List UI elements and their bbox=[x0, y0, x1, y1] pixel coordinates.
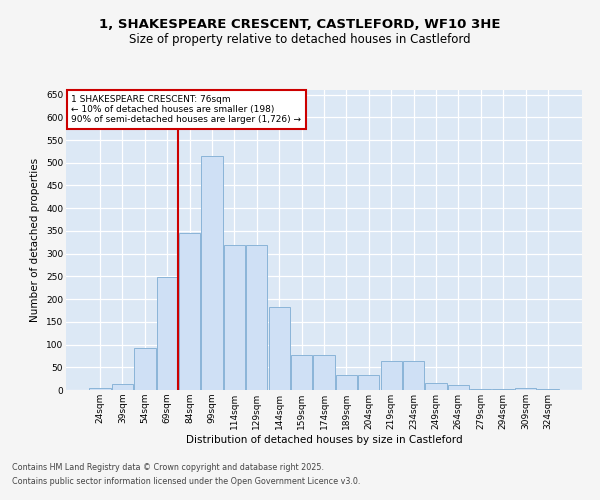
Bar bbox=[202, 156, 223, 390]
Bar bbox=[269, 307, 290, 390]
Bar bbox=[493, 388, 514, 390]
Bar bbox=[403, 362, 424, 390]
Text: Size of property relative to detached houses in Castleford: Size of property relative to detached ho… bbox=[129, 32, 471, 46]
Bar bbox=[224, 244, 245, 390]
Text: 1, SHAKESPEARE CRESCENT, CASTLEFORD, WF10 3HE: 1, SHAKESPEARE CRESCENT, CASTLEFORD, WF1… bbox=[99, 18, 501, 30]
Bar bbox=[89, 388, 111, 390]
Bar bbox=[134, 348, 155, 390]
Bar bbox=[537, 388, 559, 390]
Text: 1 SHAKESPEARE CRESCENT: 76sqm
← 10% of detached houses are smaller (198)
90% of : 1 SHAKESPEARE CRESCENT: 76sqm ← 10% of d… bbox=[71, 94, 301, 124]
Text: Contains HM Land Registry data © Crown copyright and database right 2025.: Contains HM Land Registry data © Crown c… bbox=[12, 464, 324, 472]
Bar bbox=[157, 278, 178, 390]
Bar bbox=[179, 233, 200, 390]
Y-axis label: Number of detached properties: Number of detached properties bbox=[31, 158, 40, 322]
Bar bbox=[515, 388, 536, 390]
Bar bbox=[380, 362, 402, 390]
Bar bbox=[470, 388, 491, 390]
Bar bbox=[291, 354, 312, 390]
Text: Contains public sector information licensed under the Open Government Licence v3: Contains public sector information licen… bbox=[12, 477, 361, 486]
Bar bbox=[313, 354, 335, 390]
Bar bbox=[425, 383, 446, 390]
Bar bbox=[358, 376, 379, 390]
X-axis label: Distribution of detached houses by size in Castleford: Distribution of detached houses by size … bbox=[185, 434, 463, 444]
Bar bbox=[448, 386, 469, 390]
Bar bbox=[246, 244, 268, 390]
Bar bbox=[336, 376, 357, 390]
Bar bbox=[112, 384, 133, 390]
